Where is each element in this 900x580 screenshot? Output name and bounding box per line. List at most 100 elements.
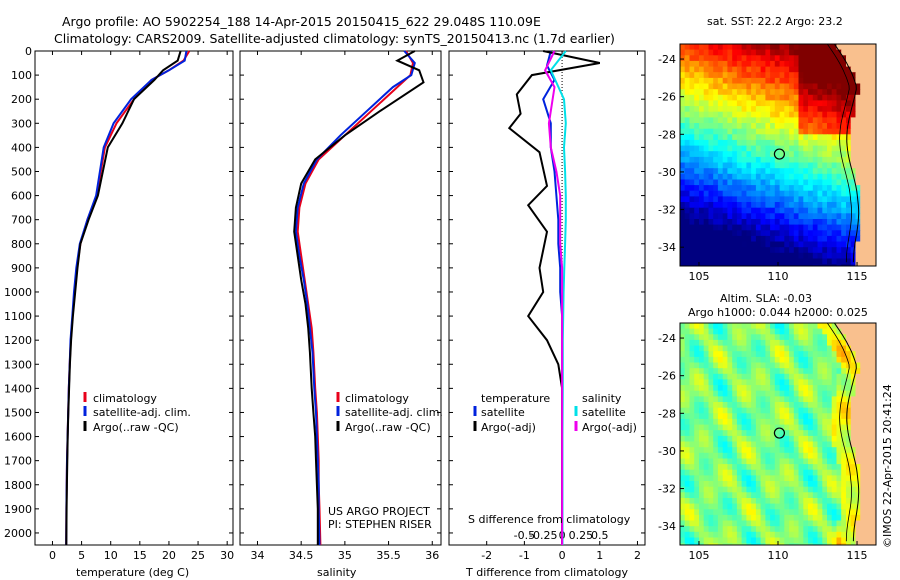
sla-map-cell [803,323,809,330]
sla-map-cell [827,537,833,544]
sla-map-cell [736,407,743,414]
sst-map-cell [812,66,819,73]
sst-map-cell [822,66,828,73]
sst-map-cell [841,207,847,214]
sla-map-cell [841,407,847,414]
sst-map-cell [798,230,804,237]
sla-map-cell [869,531,875,538]
sla-map-cell [699,531,705,538]
sla-map-cell [855,430,861,437]
sst-map-cell [827,213,833,220]
sst-map-cell [822,145,828,152]
sst-map-cell [874,168,876,175]
sla-map-cell [760,345,766,352]
sst-map-cell [860,207,866,214]
sst-map-cell [746,94,752,101]
sst-map-cell [784,49,790,56]
sst-map-cell [779,202,785,209]
sla-map-cell [727,407,733,414]
sst-map-cell [789,219,795,226]
sla-map-cell [864,418,871,426]
sla-map-cell [803,351,809,358]
sla-map-cell [732,390,738,397]
sst-map-cell [694,89,700,96]
sst-map-cell [774,179,781,186]
sst-map-cell [841,190,847,197]
temp-tick-label: 0 [49,549,56,562]
sst-map-cell [713,162,719,169]
sla-map-cell [722,514,728,522]
sst-map-cell [817,185,823,192]
sla-map-cell [694,435,700,443]
sst-map-cell [774,224,781,231]
sla-map-cell [741,379,747,386]
sla-map-cell [784,323,790,330]
sst-map-cell [874,162,876,169]
sla-map-cell [741,520,747,527]
sla-map-cell [713,492,719,499]
sla-map-cell [779,407,785,414]
sla-map-cell [703,402,709,409]
sla-map-cell [755,503,762,510]
sla-map-cell [812,356,819,364]
sst-map-cell [808,111,814,118]
sla-map-cell [689,464,695,471]
sla-map-cell [722,469,728,476]
imos-timestamp: ©IMOS 22-Apr-2015 20:41:24 [881,384,894,548]
sst-map-cell [765,55,771,62]
sla-map-cell [713,334,719,341]
sla-map-cell [803,407,809,414]
sst-map-cell [713,173,719,180]
sst-map-cell [784,55,790,62]
sla-map-cell [770,424,776,431]
sla-map-cell [793,430,800,437]
sla-map-cell [751,503,757,510]
sst-map-cell [760,162,766,169]
sst-map-cell [689,190,695,197]
sla-map-cell [808,334,814,341]
sst-map-cell [708,117,714,124]
sst-map-cell [703,44,709,51]
sla-map-cell [717,390,724,397]
sst-map-cell [703,117,709,124]
sla-map-cell [784,520,790,527]
sla-map-cell [736,430,743,437]
sla-map-cell [774,373,781,380]
sst-map-cell [755,145,762,152]
sla-map-cell [798,469,804,476]
sst-map-cell [755,219,762,226]
sla-map-cell [869,469,875,476]
sla-map-cell [755,469,762,476]
sla-map-cell [789,492,795,499]
sla-map-cell [741,424,747,431]
sla-map-cell [864,543,871,545]
sla-map-cell [722,447,728,454]
sst-map-cell [793,111,800,118]
sla-map-cell [727,475,733,482]
sst-map-cell [755,173,762,180]
sst-map-cell [784,117,790,124]
sst-map-cell [774,207,781,214]
sst-map-cell [789,230,795,237]
sst-map-cell [717,139,724,147]
sla-map-cell [860,509,866,516]
sla-map-cell [751,368,757,375]
sst-map-cell [760,219,766,226]
sst-map-cell [765,213,771,220]
sst-map-cell [793,190,800,197]
sla-map-cell [774,362,781,369]
sst-map-cell [736,235,743,243]
sst-map-cell [850,196,856,203]
sst-map-cell [684,247,690,254]
sst-map-cell [860,213,866,220]
sla-map-cell [808,396,814,403]
sst-map-cell [869,83,875,90]
sst-map-cell [836,168,842,175]
sla-map-cell [746,396,752,403]
sst-map-cell [774,173,781,180]
sla-map-cell [784,368,790,375]
sla-map-cell [779,537,785,544]
sst-map-cell [869,235,875,243]
sla-map-cell [836,345,842,352]
sla-map-cell [874,452,876,459]
